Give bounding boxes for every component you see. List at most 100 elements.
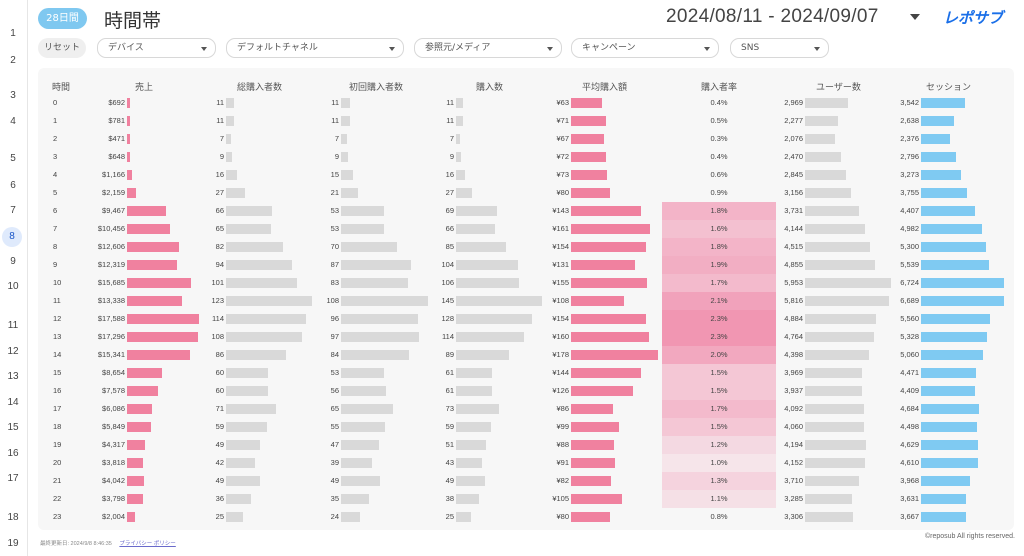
row-number[interactable]: 3 [10,90,16,101]
buyer-rate-value: 1.3% [710,476,728,485]
hour-cell: 21 [53,476,62,485]
row-number[interactable]: 11 [7,320,19,331]
purchases-value: 106 [441,278,454,287]
total-buyers-value: 60 [215,368,224,377]
first-buyers-value: 84 [330,350,339,359]
first-buyers-bar [341,386,386,396]
date-range[interactable]: 2024/08/11 - 2024/09/07 [666,6,879,27]
sales-bar [127,152,130,162]
average-purchase-value: ¥178 [552,350,569,359]
row-number[interactable]: 7 [10,205,16,216]
average-purchase-bar [571,278,647,288]
sales-bar [127,170,132,180]
sessions-bar [921,386,975,396]
buyer-rate-heat [662,310,776,328]
column-header-sessions[interactable]: セッション [926,83,972,93]
users-bar [805,278,891,288]
first-buyers-value: 96 [330,314,339,323]
users-bar [805,476,859,486]
sns-filter-label: SNS [741,43,760,53]
row-number[interactable]: 4 [10,116,16,127]
sessions-bar [921,368,976,378]
device-filter[interactable]: デバイス [97,38,216,58]
first-buyers-value: 21 [330,188,339,197]
buyer-rate-value: 2.3% [710,314,728,323]
sales-bar [127,332,198,342]
sales-value: $17,588 [97,314,125,323]
row-number[interactable]: 6 [10,180,16,191]
buyer-rate-heat [662,256,776,274]
row-number[interactable]: 2 [10,55,16,66]
row-number[interactable]: 1 [10,28,16,39]
users-value: 3,285 [784,494,803,503]
reset-button[interactable]: リセット [38,38,86,58]
total-buyers-bar [226,116,234,126]
channel-filter[interactable]: デフォルトチャネル [226,38,404,58]
sales-value: $781 [108,116,125,125]
sales-bar [127,404,152,414]
first-buyers-value: 108 [326,296,339,305]
column-header-average-purchase[interactable]: 平均購入額 [582,83,628,93]
row-number[interactable]: 15 [7,422,19,433]
row-number[interactable]: 9 [10,256,16,267]
range-badge[interactable]: 28日間 [38,8,87,29]
hour-cell: 6 [53,206,58,215]
hour-cell: 9 [53,260,58,269]
hour-cell: 17 [53,404,62,413]
row-number[interactable]: 16 [7,448,19,459]
row-number[interactable]: 14 [7,397,19,408]
column-header-buyer-rate[interactable]: 購入者率 [701,83,738,93]
first-buyers-value: 35 [330,494,339,503]
sessions-value: 3,273 [900,170,919,179]
campaign-filter[interactable]: キャンペーン [571,38,719,58]
sessions-value: 4,684 [900,404,919,413]
column-header-purchases[interactable]: 購入数 [476,83,504,93]
users-value: 4,764 [784,332,803,341]
column-header-sales[interactable]: 売上 [135,83,154,93]
users-bar [805,422,864,432]
row-number[interactable]: 12 [7,346,19,357]
total-buyers-bar [226,170,237,180]
row-number[interactable]: 19 [7,538,19,549]
sales-bar [127,512,135,522]
total-buyers-value: 42 [215,458,224,467]
sns-filter[interactable]: SNS [730,38,829,58]
reposub-logo: レポサブ [928,9,1016,27]
average-purchase-bar [571,296,624,306]
buyer-rate-value: 0.4% [710,152,728,161]
source-medium-filter[interactable]: 参照元/メディア [414,38,562,58]
average-purchase-bar [571,494,622,504]
row-number[interactable]: 17 [7,473,19,484]
average-purchase-value: ¥108 [552,296,569,305]
sales-bar [127,422,151,432]
row-number[interactable]: 5 [10,153,16,164]
first-buyers-bar [341,368,384,378]
first-buyers-value: 87 [330,260,339,269]
sessions-value: 4,471 [900,368,919,377]
row-number[interactable]: 8 [2,227,22,247]
row-number[interactable]: 10 [7,281,19,292]
column-header-total-buyers[interactable]: 総購入者数 [237,83,283,93]
sales-bar [127,458,143,468]
column-header-first-buyers[interactable]: 初回購入者数 [349,83,404,93]
average-purchase-value: ¥160 [552,332,569,341]
users-value: 4,884 [784,314,803,323]
sessions-bar [921,224,982,234]
hour-cell: 5 [53,188,58,197]
column-header-users[interactable]: ユーザー数 [816,83,861,93]
users-bar [805,188,851,198]
users-value: 4,092 [784,404,803,413]
sessions-bar [921,512,966,522]
row-number[interactable]: 18 [7,512,19,523]
column-header-hour[interactable]: 時間 [52,83,71,93]
row-number[interactable]: 13 [7,371,19,382]
average-purchase-bar [571,116,606,126]
first-buyers-value: 53 [330,224,339,233]
privacy-policy-link[interactable]: プライバシー ポリシー [119,541,176,547]
sales-value: $4,317 [102,440,125,449]
date-range-dropdown-icon[interactable] [910,14,920,20]
first-buyers-bar [341,350,409,360]
first-buyers-bar [341,134,347,144]
purchases-value: 11 [446,98,454,107]
purchases-value: 73 [445,404,454,413]
